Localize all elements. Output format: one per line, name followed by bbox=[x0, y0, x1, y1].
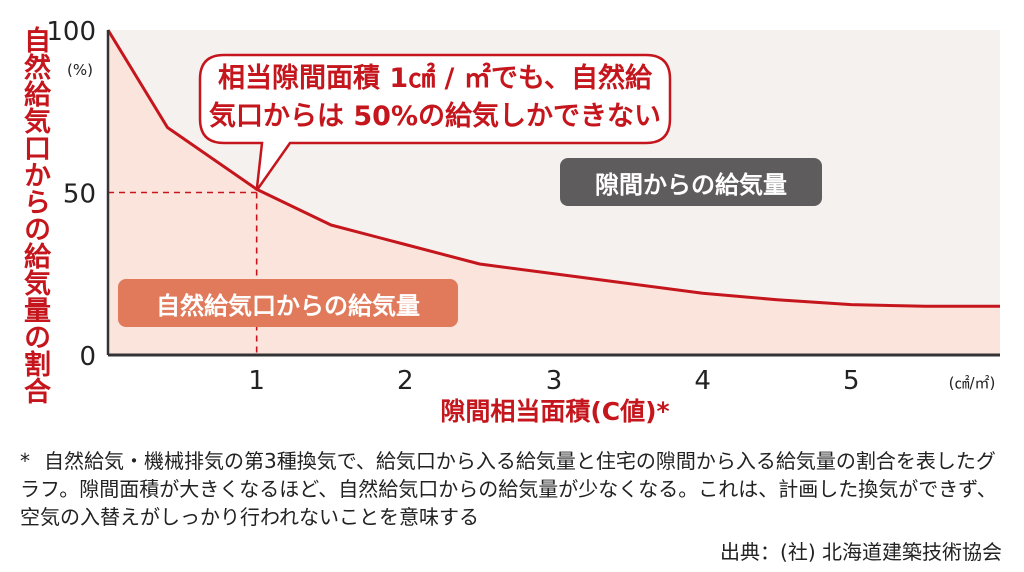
x-tick-label: 4 bbox=[694, 366, 711, 396]
callout-bubble bbox=[198, 53, 672, 192]
vent-airflow-label: 自然給気口からの給気量 bbox=[118, 279, 458, 327]
source-credit: 出典：(社) 北海道建築技術協会 bbox=[720, 540, 1002, 564]
x-tick-label: 1 bbox=[248, 366, 265, 396]
callout-line-2: 気口からは 50%の給気しかできない bbox=[208, 101, 662, 132]
x-axis-label: 隙間相当面積(C値)* bbox=[440, 397, 669, 426]
y-axis-label: 自然給気口からの給気量の割合 bbox=[19, 26, 50, 404]
y-tick-label: 0 bbox=[79, 342, 96, 372]
footnote: * 自然給気・機械排気の第3種換気で、給気口から入る給気量と住宅の隙間から入る給気… bbox=[20, 447, 1010, 531]
x-tick-label: 2 bbox=[397, 366, 414, 396]
vent-airflow-area bbox=[108, 30, 1000, 355]
callout-line-1: 相当隙間面積 1㎠ / ㎡でも、自然給 bbox=[217, 63, 653, 94]
x-tick-label: 5 bbox=[843, 366, 860, 396]
gap-airflow-label: 隙間からの給気量 bbox=[560, 158, 822, 206]
x-tick-label: 3 bbox=[546, 366, 563, 396]
y-unit-label: (%) bbox=[67, 61, 93, 79]
callout-text: 相当隙間面積 1㎠ / ㎡でも、自然給 気口からは 50%の給気しかできない bbox=[200, 60, 670, 136]
x-unit-label: (㎠/㎡) bbox=[949, 374, 996, 392]
y-tick-label: 50 bbox=[63, 180, 96, 210]
footnote-text: 自然給気・機械排気の第3種換気で、給気口から入る給気量と住宅の隙間から入る給気量… bbox=[20, 449, 997, 529]
y-tick-label: 100 bbox=[46, 17, 96, 47]
footnote-star: * bbox=[20, 449, 30, 473]
